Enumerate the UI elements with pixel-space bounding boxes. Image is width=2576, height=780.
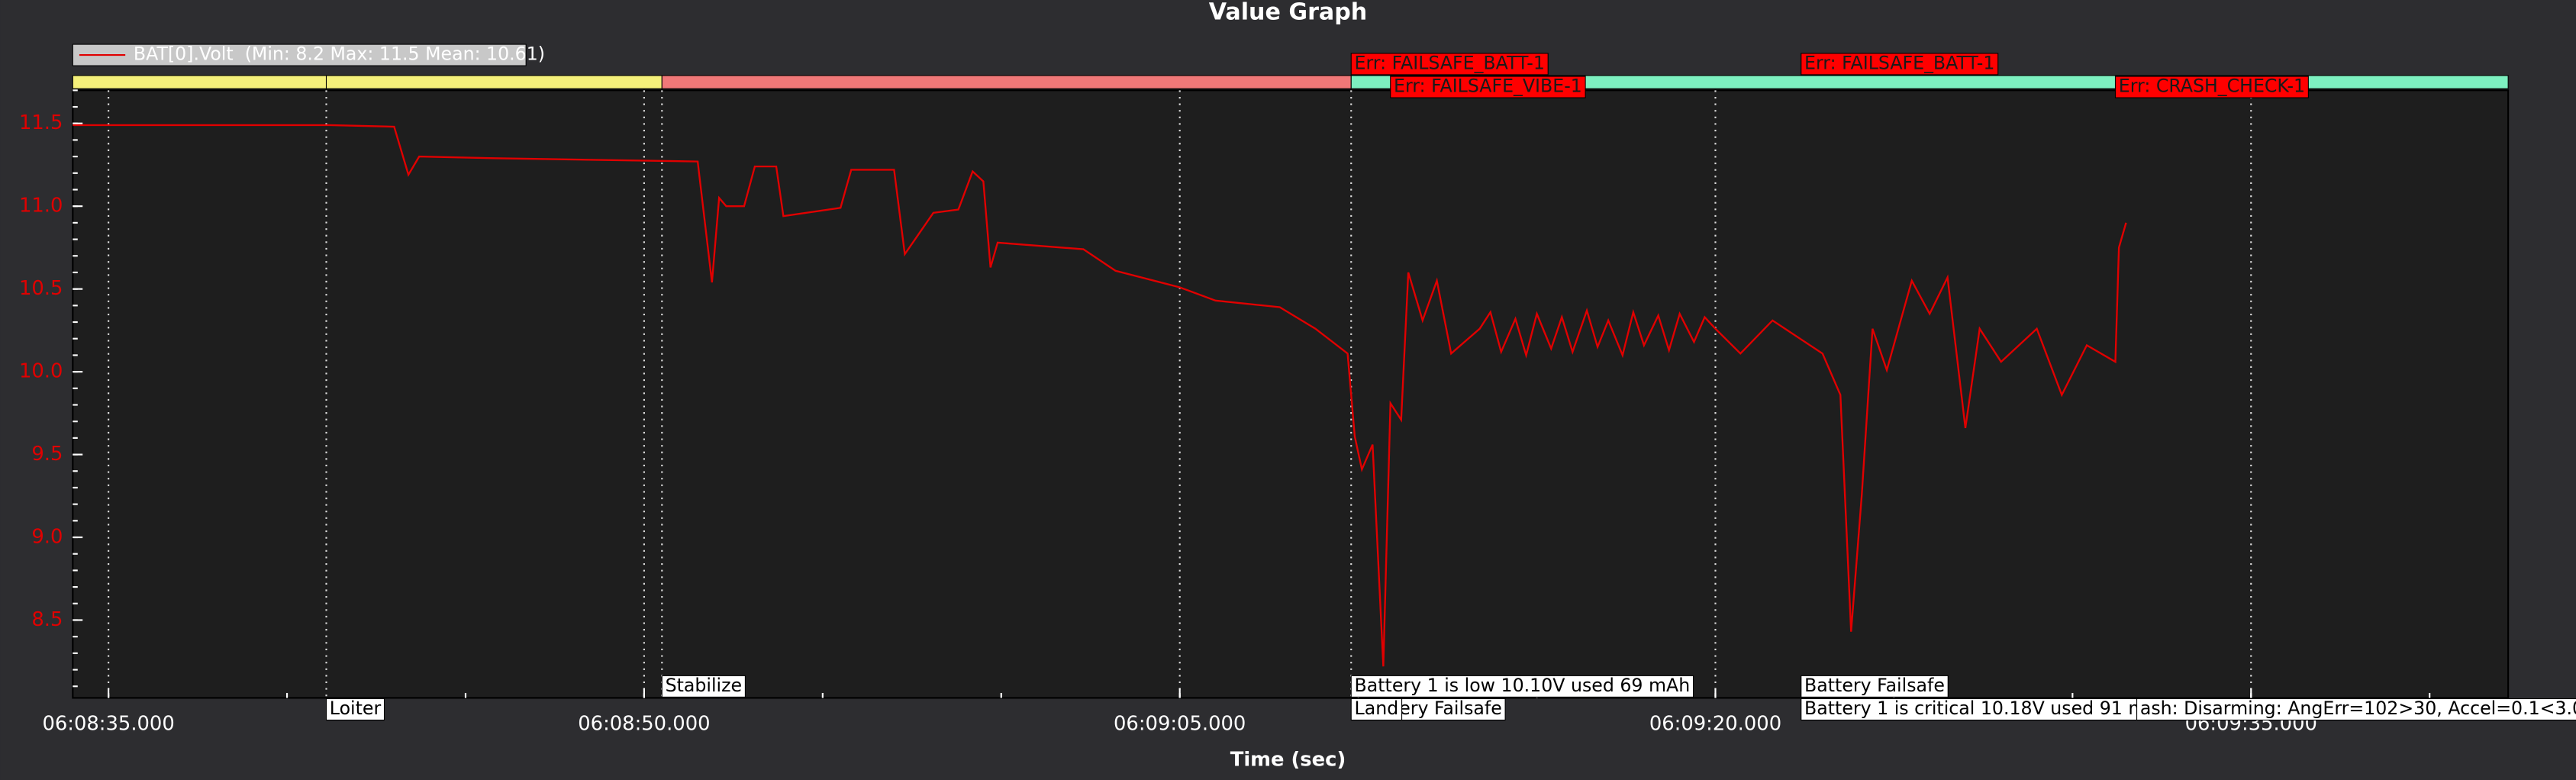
- data-line: [73, 124, 2127, 667]
- message-box: [2136, 698, 2576, 721]
- y-tick-label: 10.5: [19, 277, 63, 300]
- y-tick-label: 9.0: [31, 526, 63, 549]
- error-label: Err: CRASH_CHECK-1: [2114, 76, 2309, 98]
- error-label-text: Err: FAILSAFE_BATT-1: [1804, 52, 1994, 73]
- message-text: Battery Failsafe: [1804, 675, 1945, 696]
- error-label-text: Err: FAILSAFE_BATT-1: [1355, 52, 1545, 73]
- error-label: Err: FAILSAFE_BATT-1: [1801, 52, 1999, 76]
- y-tick-label: 9.5: [31, 443, 63, 466]
- error-label-box: [1390, 76, 1586, 98]
- message-box: [1801, 675, 1949, 698]
- mode-label-box: [661, 675, 746, 698]
- message: Battery 1 is critical 10.18V used 91 mAh: [1801, 698, 2174, 721]
- error-label-box: [2114, 76, 2309, 98]
- mode-label-text: Land: [1355, 698, 1399, 719]
- message-text: Battery 1 is critical 10.18V used 91 mAh: [1804, 698, 2169, 719]
- x-tick-label: 06:09:20.000: [1649, 712, 1781, 735]
- message: Battery Failsafe: [1801, 675, 1949, 698]
- message-box: [1801, 698, 2174, 721]
- mode-bar: [325, 75, 663, 89]
- legend-box: [72, 44, 527, 66]
- mode-label: Loiter: [325, 698, 385, 721]
- y-tick-label: 8.5: [31, 608, 63, 631]
- y-tick-label: 11.5: [19, 111, 63, 134]
- mode-label-text: Loiter: [330, 698, 382, 719]
- x-tick-label: 06:09:05.000: [1114, 712, 1246, 735]
- x-tick-label: 06:08:50.000: [578, 712, 710, 735]
- error-label-box: [1350, 53, 1549, 76]
- message: Battery 1 is low 10.10V used 69 mAh: [1350, 675, 1694, 698]
- mode-bar: [72, 75, 327, 89]
- mode-label: Land: [1350, 698, 1403, 721]
- message-box: [1350, 675, 1694, 698]
- mode-label-box: [1350, 698, 1403, 721]
- error-label-box: [1801, 53, 1999, 76]
- y-tick-label: 10.0: [19, 360, 63, 383]
- mode-label-text: Stabilize: [666, 675, 743, 696]
- message-text: Battery 1 is low 10.10V used 69 mAh: [1355, 675, 1691, 696]
- message: ash: Disarming: AngErr=102>30, Accel=0.1…: [2136, 698, 2576, 721]
- mode-label: Stabilize: [661, 675, 746, 698]
- plot-area: [72, 89, 2510, 699]
- y-tick-label: 11.0: [19, 195, 63, 218]
- mode-label-box: [325, 698, 385, 721]
- mode-bar: [661, 75, 1352, 89]
- x-axis-label: Time (sec): [1230, 749, 1346, 772]
- error-label-text: Err: CRASH_CHECK-1: [2119, 76, 2305, 97]
- error-label: Err: FAILSAFE_VIBE-1: [1390, 76, 1586, 98]
- message-text: ash: Disarming: AngErr=102>30, Accel=0.1…: [2140, 698, 2576, 719]
- x-tick-label: 06:08:35.000: [42, 712, 174, 735]
- legend-entry: BAT[0].Volt (Min: 8.2 Max: 11.5 Mean: 10…: [134, 44, 545, 65]
- error-label: Err: FAILSAFE_BATT-1: [1350, 52, 1549, 76]
- error-label-text: Err: FAILSAFE_VIBE-1: [1394, 76, 1582, 97]
- chart-title: Value Graph: [1209, 0, 1368, 26]
